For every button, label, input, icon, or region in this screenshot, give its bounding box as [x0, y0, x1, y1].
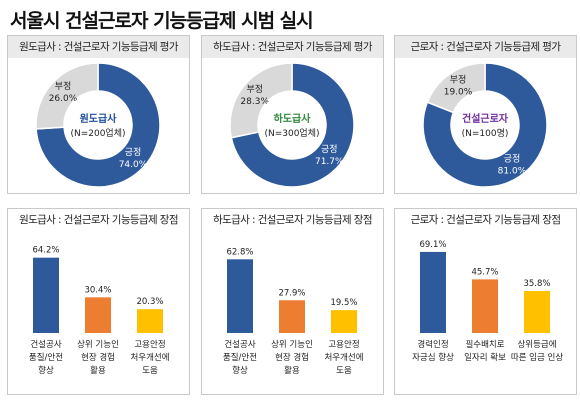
bar — [331, 310, 357, 333]
donut-chart: 긍정 81.0% 부정 19.0% 건설근로자 (N=100명) — [422, 62, 548, 188]
donut-hole — [65, 92, 131, 158]
category-label: 도움 — [142, 366, 158, 376]
chart-title: 근로자 : 건설근로자 기능등급제 장점 — [395, 209, 576, 231]
slice-value-label: 81.0% — [498, 167, 527, 177]
slice-value-label: 28.3% — [240, 97, 269, 107]
bar-value-label: 19.5% — [330, 298, 357, 308]
panel-donut-subcontractor: 하도급사 : 건설근로자 기능등급제 평가 긍정 71.7% 부정 28.3% 하도급사… — [201, 35, 384, 194]
category-label: 경력인정 — [417, 339, 448, 350]
category-label: 상위 기능인 — [77, 339, 119, 350]
bar-value-label: 35.8% — [523, 279, 550, 289]
bar — [227, 259, 253, 333]
category-label: 상위 기능인 — [271, 339, 313, 350]
center-sublabel: (N=200업체) — [70, 128, 125, 139]
chart-title: 원도급사 : 건설근로자 기능등급제 평가 — [8, 36, 189, 58]
bar-value-label: 62.8% — [226, 247, 253, 257]
category-label: 고용안정 — [134, 339, 165, 350]
slice-positive — [422, 62, 548, 188]
bar-value-label: 20.3% — [136, 297, 163, 307]
category-label: 활용 — [90, 365, 106, 376]
chart-title: 근로자 : 건설근로자 기능등급제 평가 — [395, 36, 576, 58]
slice-negative — [229, 62, 293, 139]
slice-label: 긍정 — [125, 147, 142, 158]
center-sublabel: (N=300업체) — [264, 128, 319, 139]
category-label: 필수배치로 — [465, 339, 504, 350]
slice-label: 부정 — [246, 84, 263, 95]
donut-hole — [259, 92, 325, 158]
slice-value-label: 19.0% — [444, 87, 473, 97]
category-label: 처우개선에 — [130, 352, 169, 363]
slice-positive — [35, 62, 161, 188]
page-title: 서울시 건설근로자 기능등급제 시범 실시 — [10, 10, 314, 32]
category-label: 따른 임금 인상 — [511, 352, 564, 363]
bar — [137, 309, 163, 333]
category-label: 고용안정 — [328, 339, 359, 350]
category-label: 현장 경험 — [275, 352, 309, 363]
slice-label: 긍정 — [504, 154, 521, 165]
bar-value-label: 64.2% — [32, 246, 59, 256]
center-label: 건설근로자 — [462, 112, 509, 125]
donut-chart: 긍정 74.0% 부정 26.0%원도급사 (N=200업체) — [35, 62, 161, 188]
bar-value-label: 69.1% — [419, 240, 446, 250]
center-label: 원도급사 — [80, 112, 118, 125]
slice-positive — [230, 62, 355, 188]
bar — [524, 290, 550, 333]
chart-title: 하도급사 : 건설근로자 기능등급제 평가 — [202, 36, 383, 58]
chart-title: 원도급사 : 건설근로자 기능등급제 장점 — [8, 209, 189, 231]
bar — [279, 300, 305, 333]
slice-value-label: 26.0% — [49, 94, 78, 104]
bar — [472, 279, 498, 333]
bar-value-label: 30.4% — [84, 285, 111, 295]
category-label: 처우개선에 — [324, 352, 363, 363]
bar — [420, 251, 446, 333]
center-label: 하도급사 — [274, 112, 312, 125]
donut-chart: 긍정 71.7% 부정 28.3% 하도급사 (N=300업체) — [229, 62, 355, 188]
category-label: 향상 — [38, 365, 54, 376]
category-label: 현장 경험 — [81, 352, 115, 363]
slice-value-label: 71.7% — [315, 157, 344, 167]
category-label: 자긍심 향상 — [412, 352, 454, 363]
bar — [85, 297, 111, 333]
slice-value-label: 74.0% — [119, 160, 148, 170]
bar-value-label: 45.7% — [471, 267, 498, 277]
donut-hole — [452, 92, 518, 158]
category-label: 건설공사 — [224, 339, 255, 350]
category-label: 향상 — [232, 365, 248, 376]
panel-donut-prime-contractor: 원도급사 : 건설근로자 기능등급제 평가 긍정 74.0% 부정 26.0% 원도급사… — [7, 35, 190, 194]
bar — [33, 257, 59, 333]
chart-title: 하도급사 : 건설근로자 기능등급제 장점 — [202, 209, 383, 231]
category-label: 일자리 확보 — [464, 352, 506, 363]
category-label: 품질/안전 — [223, 352, 257, 363]
slice-label: 부정 — [55, 81, 72, 92]
category-label: 활용 — [284, 365, 300, 376]
category-label: 도움 — [336, 366, 352, 376]
category-label: 건설공사 — [30, 339, 61, 350]
bar-value-label: 27.9% — [278, 288, 305, 298]
category-label: 품질/안전 — [29, 352, 63, 363]
slice-label: 긍정 — [321, 144, 338, 155]
slice-label: 부정 — [450, 74, 467, 85]
category-label: 상위등급에 — [517, 339, 556, 350]
panel-donut-workers: 근로자 : 건설근로자 기능등급제 평가 긍정 81.0% 부정 19.0% 건설근로자… — [394, 35, 577, 194]
center-sublabel: (N=100명) — [462, 128, 509, 139]
slice-negative — [426, 62, 486, 114]
slice-negative — [35, 62, 99, 130]
